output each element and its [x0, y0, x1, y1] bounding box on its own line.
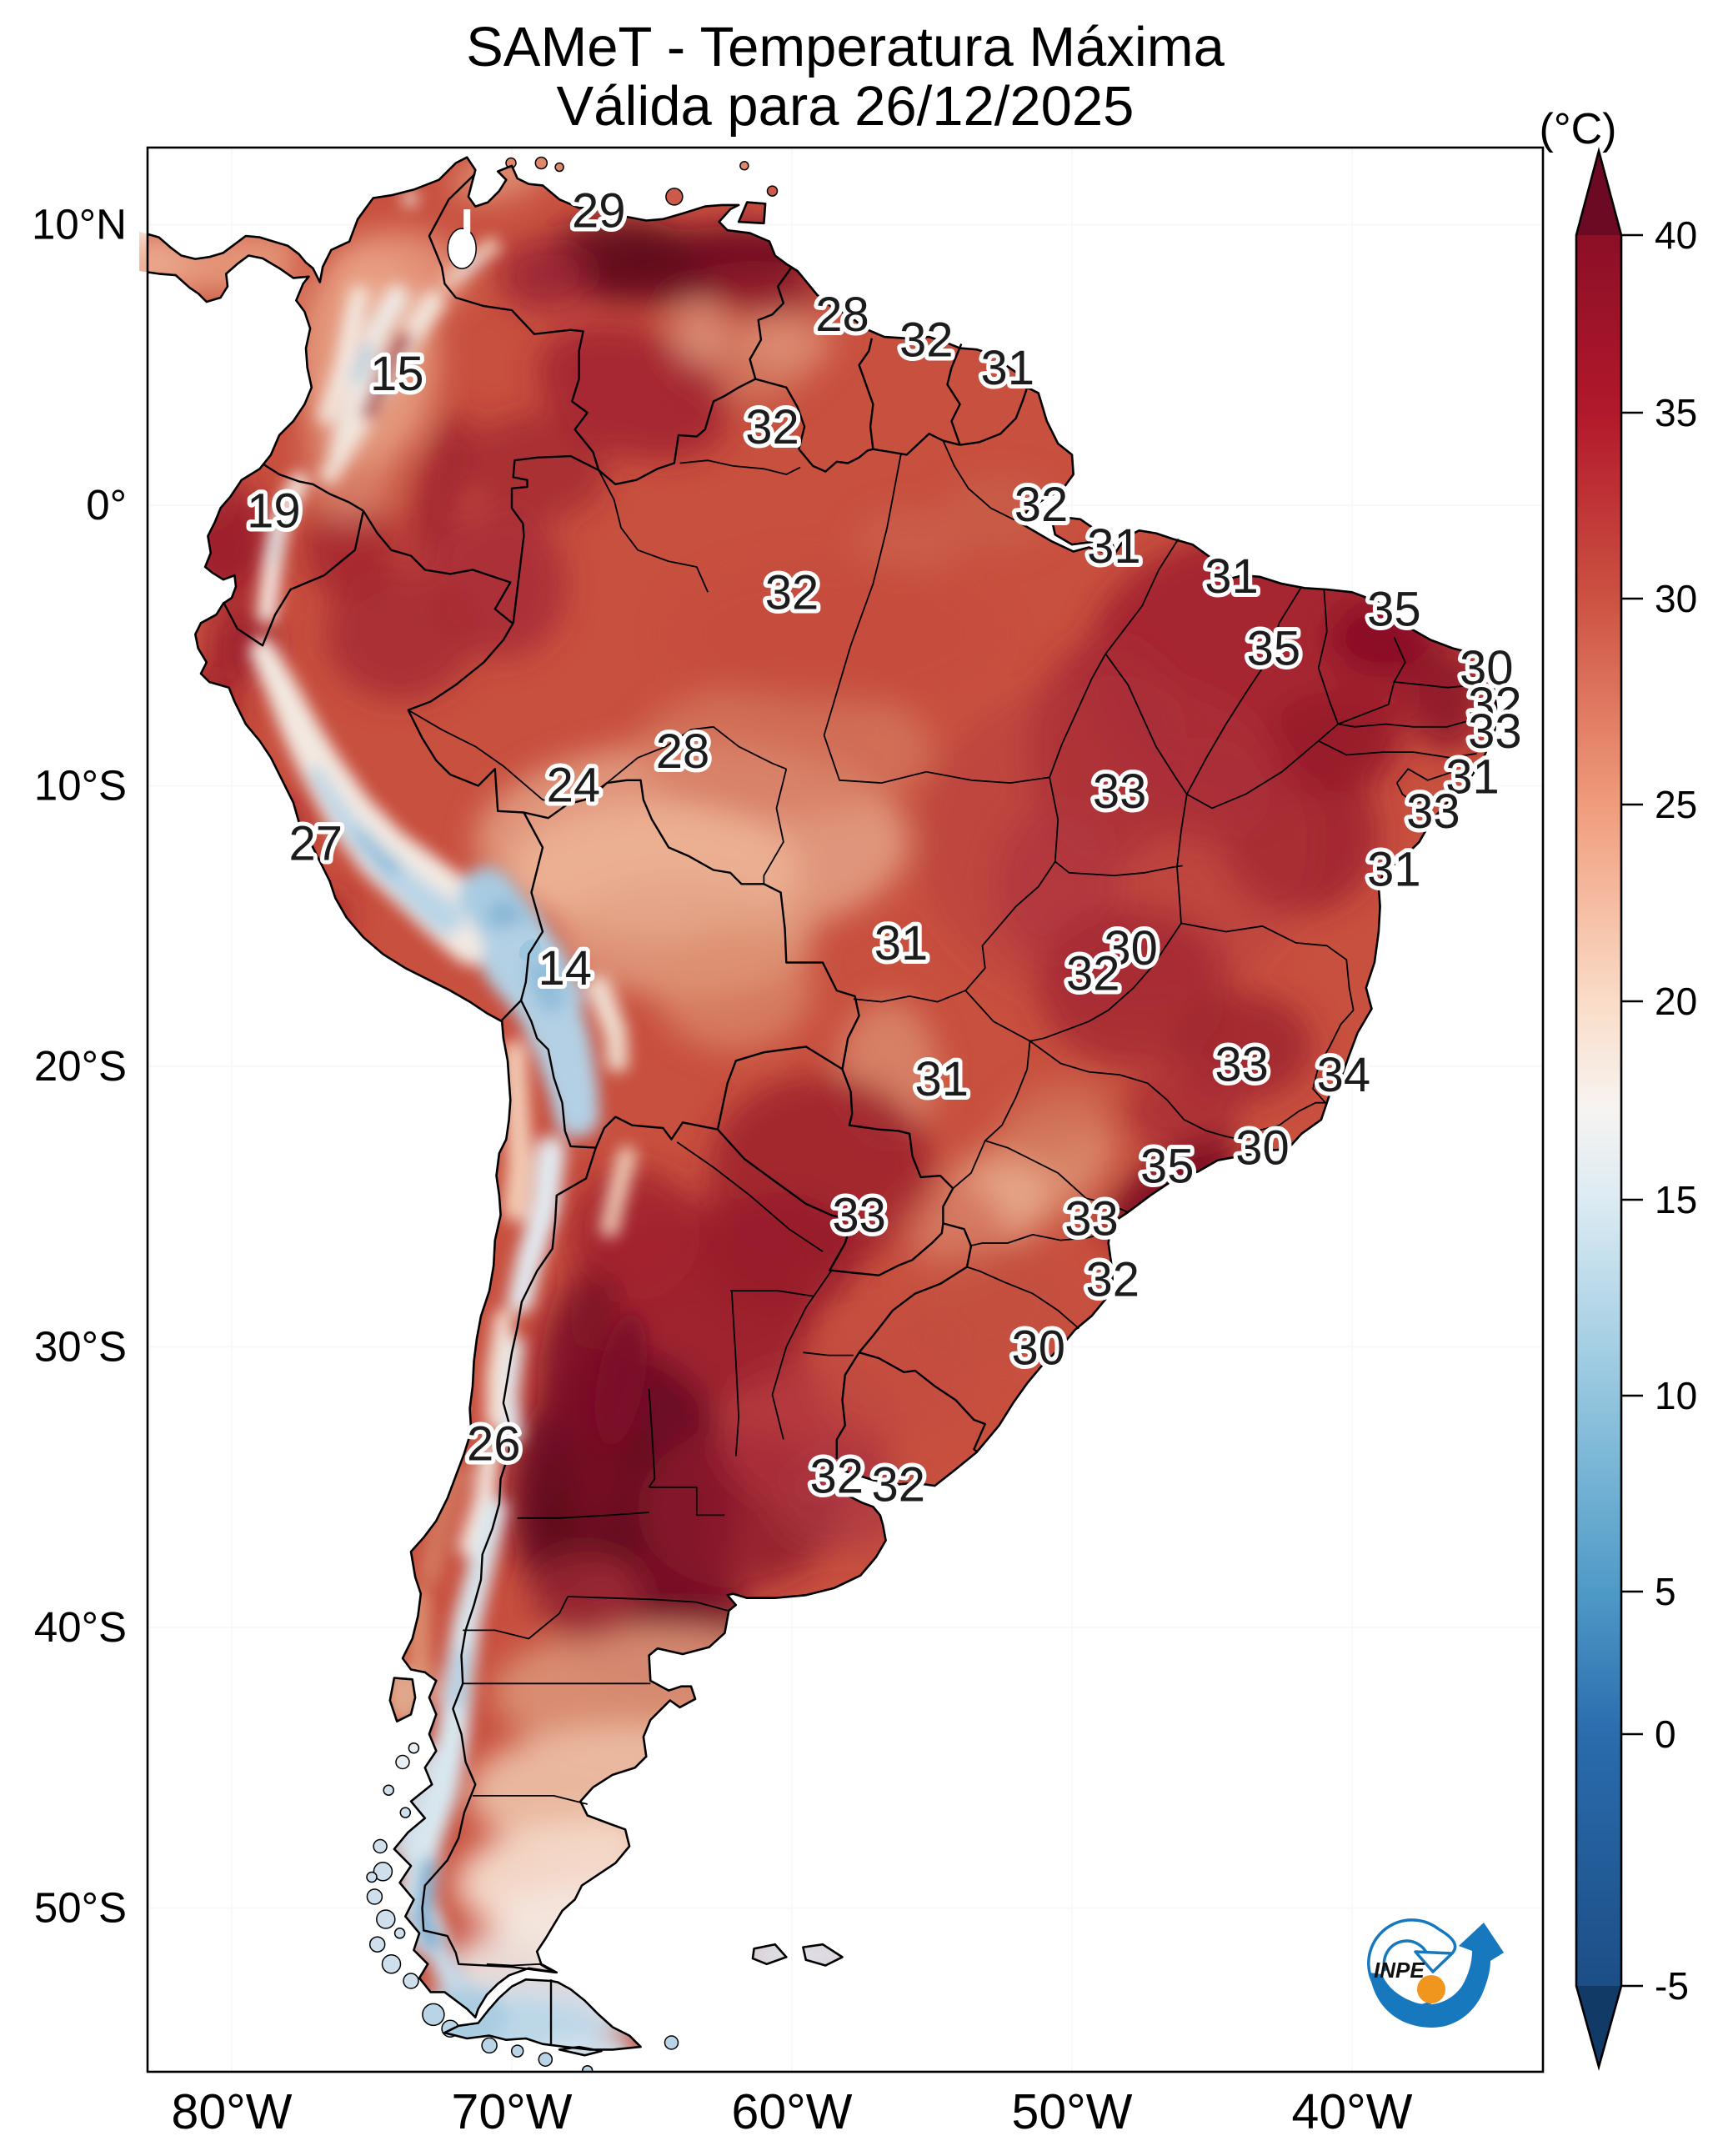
svg-text:20: 20: [1655, 980, 1697, 1023]
svg-text:32: 32: [810, 1449, 864, 1503]
svg-text:33: 33: [1215, 1037, 1269, 1091]
svg-text:29: 29: [572, 184, 626, 238]
svg-text:32: 32: [745, 400, 799, 454]
svg-text:33: 33: [1064, 1192, 1119, 1246]
svg-text:10: 10: [1655, 1374, 1697, 1417]
svg-text:31: 31: [1367, 842, 1421, 896]
svg-text:14: 14: [538, 941, 593, 995]
svg-text:32: 32: [1014, 478, 1069, 532]
svg-text:INPE: INPE: [1374, 1958, 1425, 1983]
svg-text:35: 35: [1655, 391, 1697, 434]
svg-text:33: 33: [832, 1188, 886, 1242]
svg-text:31: 31: [874, 916, 929, 970]
svg-text:25: 25: [1655, 783, 1697, 826]
svg-text:33: 33: [1406, 785, 1460, 839]
svg-text:30: 30: [1460, 641, 1514, 695]
svg-text:31: 31: [1445, 750, 1500, 804]
svg-text:32: 32: [899, 313, 954, 368]
svg-text:32: 32: [1085, 1253, 1139, 1307]
svg-text:15: 15: [1655, 1178, 1697, 1221]
svg-text:10°S: 10°S: [34, 762, 127, 810]
svg-text:31: 31: [980, 341, 1034, 395]
svg-text:70°W: 70°W: [452, 2084, 573, 2139]
svg-text:32: 32: [871, 1457, 925, 1512]
svg-text:10°N: 10°N: [32, 201, 127, 248]
svg-text:40: 40: [1655, 213, 1697, 257]
svg-text:40°W: 40°W: [1292, 2084, 1413, 2139]
svg-text:35: 35: [1367, 583, 1421, 637]
svg-text:Válida para 26/12/2025: Válida para 26/12/2025: [557, 75, 1134, 138]
svg-text:0: 0: [1655, 1712, 1676, 1756]
svg-text:60°W: 60°W: [732, 2084, 853, 2139]
svg-text:30: 30: [1104, 921, 1158, 975]
svg-text:28: 28: [656, 725, 710, 779]
svg-text:30°S: 30°S: [34, 1323, 127, 1371]
svg-text:-5: -5: [1655, 1964, 1689, 2008]
svg-text:33: 33: [1468, 704, 1522, 759]
svg-text:28: 28: [815, 288, 869, 342]
svg-text:0°: 0°: [86, 481, 127, 529]
svg-text:80°W: 80°W: [172, 2084, 293, 2139]
svg-text:19: 19: [247, 484, 301, 539]
svg-text:(°C): (°C): [1540, 105, 1617, 153]
svg-text:32: 32: [1066, 946, 1120, 1000]
svg-text:20°S: 20°S: [34, 1042, 127, 1090]
svg-text:30: 30: [1235, 1121, 1290, 1176]
svg-text:24: 24: [547, 759, 601, 813]
svg-text:SAMeT - Temperatura Máxima: SAMeT - Temperatura Máxima: [466, 16, 1225, 78]
svg-text:40°S: 40°S: [34, 1603, 127, 1651]
svg-text:31: 31: [915, 1052, 969, 1106]
svg-text:30: 30: [1011, 1321, 1065, 1376]
svg-text:26: 26: [467, 1417, 521, 1472]
svg-text:32: 32: [765, 565, 819, 619]
svg-text:33: 33: [1093, 765, 1147, 819]
svg-text:27: 27: [289, 817, 343, 871]
svg-text:32: 32: [1468, 678, 1522, 732]
svg-text:15: 15: [370, 347, 424, 401]
svg-text:35: 35: [1140, 1140, 1195, 1194]
svg-text:34: 34: [1317, 1048, 1371, 1102]
svg-text:50°S: 50°S: [34, 1884, 127, 1932]
svg-text:30: 30: [1655, 577, 1697, 620]
svg-text:5: 5: [1655, 1570, 1676, 1613]
svg-text:31: 31: [1087, 519, 1141, 574]
svg-text:31: 31: [1205, 549, 1259, 604]
svg-text:50°W: 50°W: [1012, 2084, 1133, 2139]
svg-text:35: 35: [1247, 622, 1301, 676]
